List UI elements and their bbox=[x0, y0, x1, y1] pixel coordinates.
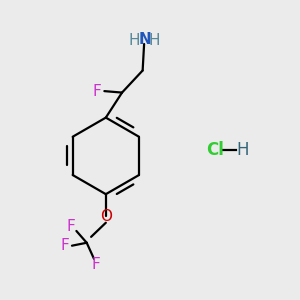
Text: F: F bbox=[60, 238, 69, 253]
Text: H: H bbox=[129, 33, 140, 48]
Text: F: F bbox=[93, 84, 101, 99]
Text: Cl: Cl bbox=[206, 141, 224, 159]
Text: H: H bbox=[236, 141, 249, 159]
Text: N: N bbox=[138, 32, 151, 47]
Text: F: F bbox=[91, 257, 100, 272]
Text: O: O bbox=[100, 209, 112, 224]
Text: H: H bbox=[149, 33, 160, 48]
Text: F: F bbox=[66, 219, 75, 234]
